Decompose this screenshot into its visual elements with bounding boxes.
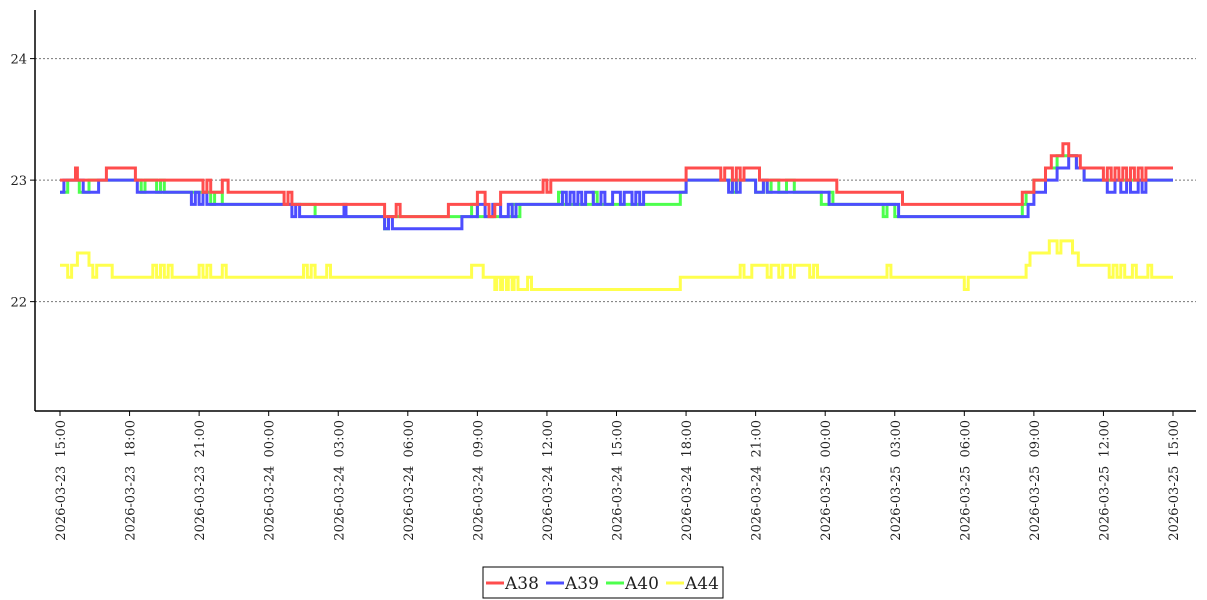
- legend-label-a44: A44: [684, 574, 719, 594]
- x-tick-label: 2026-03-24 21:00: [750, 420, 765, 541]
- x-tick-label: 2026-03-24 18:00: [680, 420, 695, 541]
- series-line-a44: [60, 239, 1173, 291]
- legend-label-a39: A39: [564, 574, 599, 594]
- x-tick-label: 2026-03-24 15:00: [611, 420, 626, 541]
- x-tick-label: 2026-03-25 03:00: [889, 420, 904, 541]
- y-tick-labels: 22 23 24: [10, 53, 35, 311]
- series-lines: [60, 142, 1173, 291]
- x-tick-label: 2026-03-24 06:00: [402, 420, 417, 541]
- legend-label-a40: A40: [624, 574, 659, 594]
- x-tick-label: 2026-03-25 06:00: [958, 420, 973, 541]
- x-tick-label: 2026-03-25 12:00: [1097, 420, 1112, 541]
- x-tick-label: 2026-03-25 15:00: [1167, 420, 1182, 541]
- x-tick-labels: 2026-03-23 15:00 2026-03-23 18:00 2026-03-…: [54, 411, 1182, 541]
- series-line-a40: [60, 154, 1173, 231]
- x-tick-label: 2026-03-24 03:00: [332, 420, 347, 541]
- y-tick-label: 24: [10, 53, 27, 68]
- y-tick-label: 22: [10, 296, 27, 311]
- x-tick-label: 2026-03-25 09:00: [1028, 420, 1043, 541]
- y-tick-label: 23: [10, 174, 27, 189]
- x-tick-label: 2026-03-23 15:00: [54, 420, 69, 541]
- x-tick-label: 2026-03-25 00:00: [819, 420, 834, 541]
- legend-label-a38: A38: [504, 574, 539, 594]
- x-tick-label: 2026-03-24 09:00: [471, 420, 486, 541]
- axes: [34, 10, 1196, 412]
- x-tick-label: 2026-03-24 12:00: [541, 420, 556, 541]
- x-tick-label: 2026-03-23 21:00: [193, 420, 208, 541]
- x-tick-label: 2026-03-24 00:00: [263, 420, 278, 541]
- series-line-a38: [60, 142, 1173, 219]
- x-tick-label: 2026-03-23 18:00: [124, 420, 139, 541]
- legend: A38 A39 A40 A44: [482, 566, 724, 599]
